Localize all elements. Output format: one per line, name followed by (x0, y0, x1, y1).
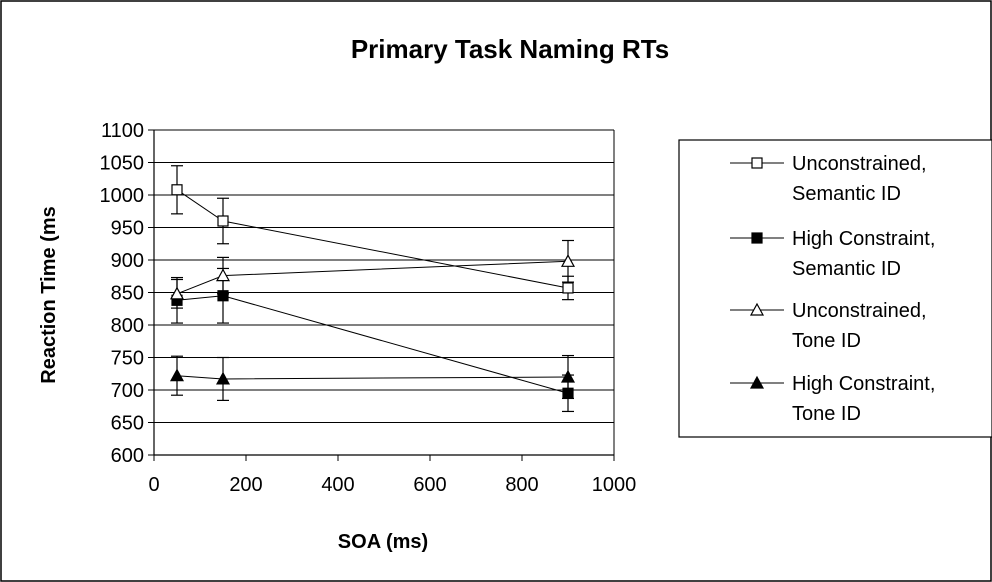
y-tick-label: 600 (111, 445, 144, 467)
data-point-series-2 (217, 290, 229, 302)
legend-label: Unconstrained, (792, 153, 927, 175)
x-tick-label: 400 (321, 474, 354, 496)
legend-box (678, 139, 992, 438)
y-tick-label: 900 (111, 250, 144, 272)
x-tick-label: 0 (148, 474, 159, 496)
legend-label: Unconstrained, (792, 300, 927, 322)
data-point-series-3 (215, 268, 231, 282)
x-axis-title: SOA (ms) (338, 531, 428, 553)
x-tick-label: 800 (505, 474, 538, 496)
x-tick-label: 200 (229, 474, 262, 496)
x-tick-label: 600 (413, 474, 446, 496)
legend-label: High Constraint, (792, 228, 935, 250)
data-point-series-3 (560, 254, 576, 267)
legend-label: Semantic ID (792, 183, 901, 205)
data-point-series-3 (169, 286, 185, 300)
data-point-series-4 (169, 368, 185, 382)
legend-label: Tone ID (792, 403, 861, 425)
legend-marker-2 (751, 232, 763, 244)
chart-title: Primary Task Naming RTs (351, 34, 669, 64)
y-tick-label: 950 (111, 218, 144, 240)
y-tick-label: 650 (111, 413, 144, 435)
data-point-series-1 (217, 215, 229, 227)
data-point-series-4 (560, 369, 576, 383)
y-tick-label: 1050 (100, 153, 145, 175)
y-axis-title: Reaction Time (ms (38, 206, 60, 383)
y-tick-label: 1100 (101, 120, 144, 142)
data-point-series-4 (215, 371, 231, 385)
data-point-series-1 (562, 282, 574, 294)
legend-marker-1 (751, 157, 763, 169)
data-point-series-1 (171, 184, 183, 196)
legend-label: Semantic ID (792, 258, 901, 280)
data-point-series-2 (562, 387, 574, 399)
y-tick-label: 1000 (100, 185, 145, 207)
plot-area: 600 650 700 750 800 850 900 950 1000 1050 1100 0 200… (100, 120, 637, 496)
legend-label: High Constraint, (792, 373, 935, 395)
legend-marker-3 (749, 302, 765, 316)
legend-marker-4 (749, 375, 765, 389)
y-tick-label: 750 (111, 348, 144, 370)
legend-label: Tone ID (792, 330, 861, 352)
y-tick-label: 850 (111, 283, 144, 305)
x-tick-label: 1000 (592, 474, 637, 496)
y-tick-label: 800 (111, 315, 144, 337)
y-tick-label: 700 (111, 380, 144, 402)
legend: Unconstrained, Semantic ID High Constraint… (678, 139, 992, 438)
